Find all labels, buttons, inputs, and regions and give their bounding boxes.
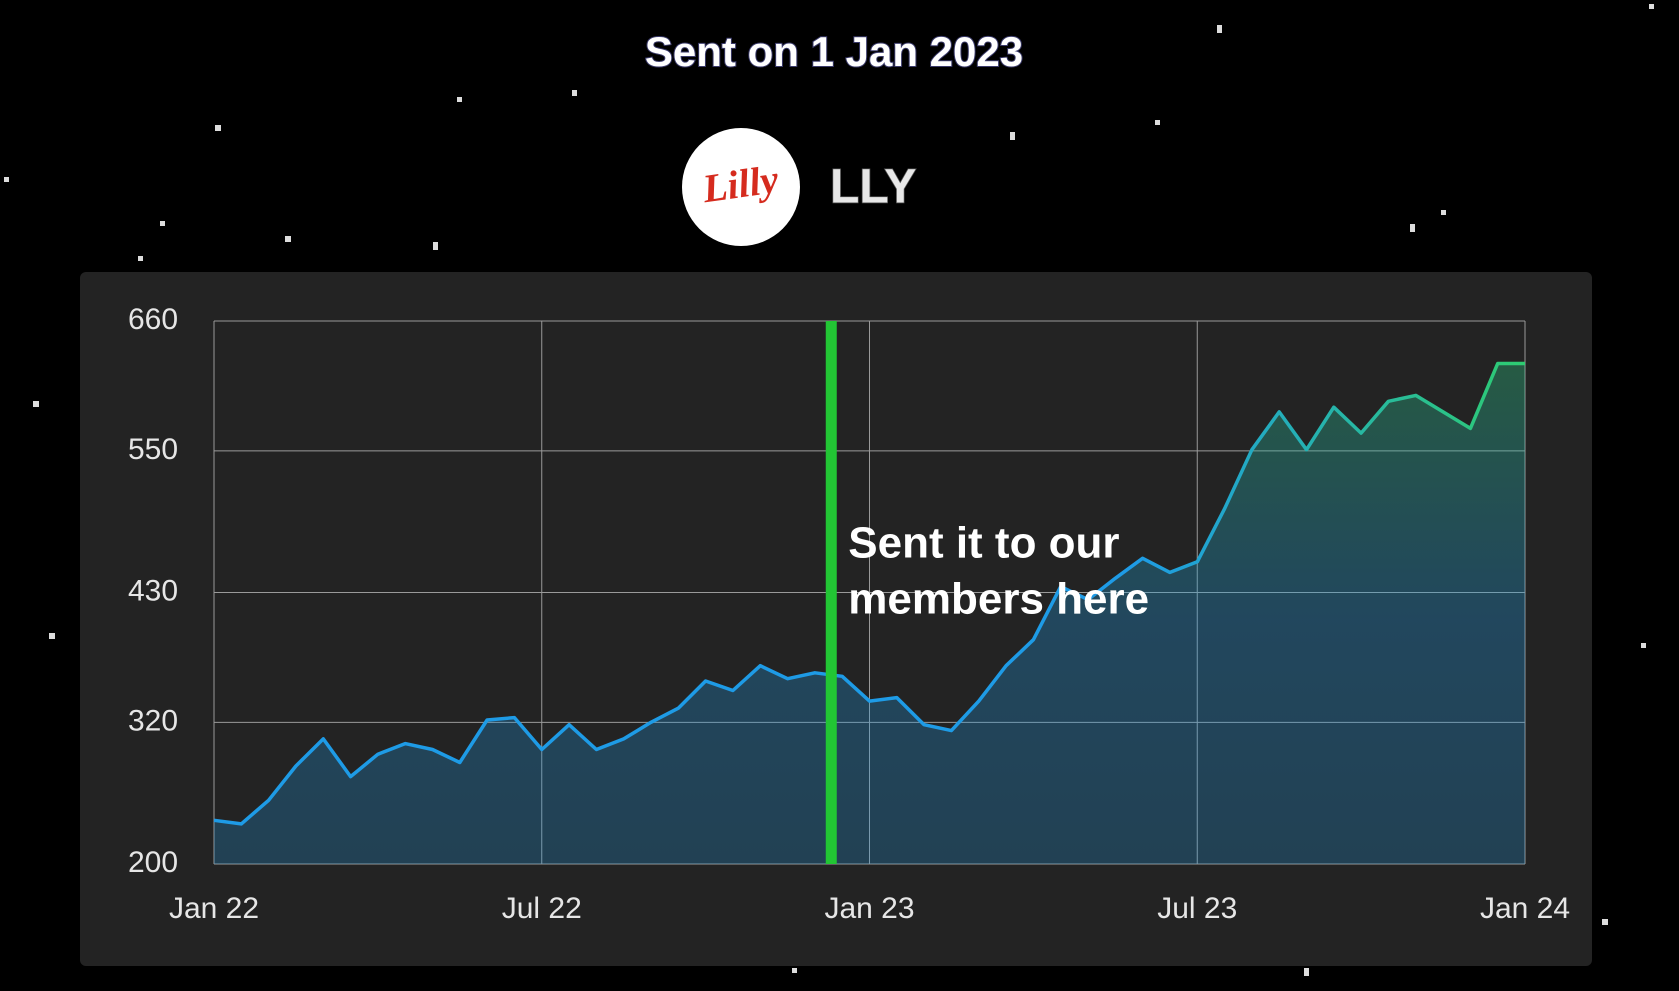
area — [214, 363, 1525, 864]
ticker: LLY — [830, 161, 916, 214]
page-title: Sent on 1 Jan 2023 — [645, 28, 1023, 75]
y-tick-label: 200 — [128, 846, 178, 879]
x-tick-label: Jan 22 — [169, 892, 259, 925]
x-tick-label: Jan 24 — [1480, 892, 1570, 925]
stars — [4, 4, 1654, 976]
price-line — [213, 361, 1525, 826]
x-tick-label: Jul 22 — [502, 892, 582, 925]
y-tick-label: 430 — [128, 574, 178, 607]
annotation-text: Sent it to our — [848, 519, 1119, 568]
x-tick-label: Jan 23 — [824, 892, 914, 925]
logo-circle — [682, 128, 800, 246]
y-tick-label: 660 — [128, 303, 178, 336]
annotation-text: members here — [848, 575, 1149, 624]
y-tick-label: 550 — [128, 433, 178, 466]
y-tick-label: 320 — [128, 704, 178, 737]
logo-text: Lilly — [699, 156, 781, 211]
x-tick-label: Jul 23 — [1157, 892, 1237, 925]
